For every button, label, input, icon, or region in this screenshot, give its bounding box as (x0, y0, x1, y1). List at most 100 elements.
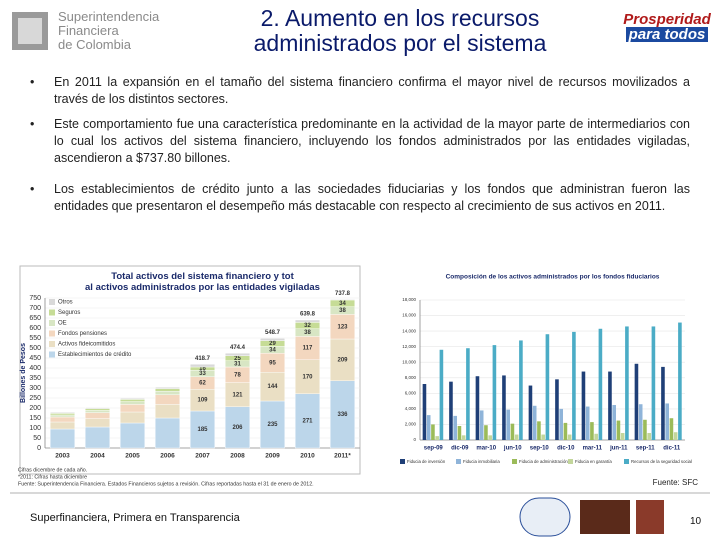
y-tick-label: 2,000 (405, 422, 417, 427)
bar-segment (330, 380, 355, 449)
bar (422, 384, 427, 440)
x-tick-label: sep-09 (424, 446, 444, 452)
y-tick-label: 550 (29, 335, 41, 342)
bar (669, 418, 674, 440)
bar (439, 349, 444, 440)
legend-swatch (456, 459, 461, 464)
bar (581, 371, 586, 440)
y-tick-label: 350 (29, 375, 41, 382)
cert-seal (519, 497, 571, 537)
total-label: 548.7 (265, 330, 281, 336)
legend-swatch (512, 459, 517, 464)
data-label: 32 (304, 323, 311, 329)
data-label: 144 (267, 384, 278, 390)
data-label: 123 (337, 324, 348, 330)
bar-segment (190, 364, 215, 368)
x-tick-label: 2004 (90, 453, 105, 460)
bar (625, 326, 629, 440)
bar-segment (50, 413, 75, 416)
bar-segment (120, 422, 145, 449)
bar-segment (50, 414, 75, 418)
bar (488, 435, 492, 440)
bar-segment (330, 338, 355, 381)
legend-label: Fiducia de administración (519, 459, 568, 464)
bar-segment (155, 388, 180, 392)
bar (461, 435, 466, 440)
y-tick-label: 150 (29, 415, 41, 422)
bar (537, 421, 541, 440)
bar (510, 423, 515, 440)
y-tick-label: 0 (37, 445, 41, 452)
logo-line: de Colombia (58, 37, 131, 52)
data-label: 16 (199, 366, 206, 372)
legend-swatch (568, 459, 573, 464)
bar-segment (120, 411, 145, 424)
bar (634, 363, 639, 440)
chart-title: Total activos del sistema financiero y t… (85, 271, 320, 293)
bar (616, 420, 621, 440)
bar (426, 415, 431, 440)
legend-swatch (49, 330, 55, 337)
bar-segment (155, 394, 180, 405)
bar (484, 425, 488, 440)
bar (643, 419, 647, 440)
bar (661, 366, 665, 440)
bar-segment (330, 299, 355, 301)
bar (612, 405, 616, 440)
source: Fuente: SFC (653, 478, 699, 487)
y-tick-label: 100 (29, 425, 41, 432)
data-label: 185 (197, 427, 208, 433)
data-label: 109 (197, 398, 208, 404)
bar (555, 379, 559, 440)
data-label: 38 (304, 330, 311, 336)
x-tick-label: mar-11 (583, 446, 603, 452)
y-tick-label: 300 (29, 385, 41, 392)
data-label: 62 (199, 381, 206, 387)
bar (559, 408, 563, 440)
y-tick-label: 0 (413, 437, 416, 442)
bar (651, 326, 656, 440)
bar (449, 381, 453, 440)
legend-label: Fondos pensiones (58, 331, 107, 337)
x-tick-label: 2003 (55, 453, 70, 460)
bar-segment (120, 401, 145, 405)
bar-segment (85, 418, 110, 428)
bar (528, 385, 533, 440)
legend-label: Fiducia en garantía (575, 459, 612, 464)
legend-swatch (400, 459, 405, 464)
bar-segment (260, 338, 285, 341)
x-tick-label: 2008 (230, 453, 245, 460)
page-number: 10 (690, 516, 702, 527)
y-tick-label: 200 (29, 405, 41, 412)
footer-text: Superfinanciera, Primera en Transparenci… (30, 512, 240, 524)
legend-label: Establecimientos de crédito (58, 352, 132, 358)
bar (608, 371, 612, 440)
bar (594, 433, 598, 440)
x-tick-label: sep-11 (636, 446, 655, 452)
y-tick-label: 8,000 (405, 375, 417, 380)
bar (638, 404, 643, 440)
bar (514, 434, 519, 440)
x-tick-label: dic-11 (663, 446, 681, 452)
bar-segment (155, 387, 180, 389)
bullet: Los establecimientos de crédito junto a … (30, 181, 690, 215)
data-label: 25 (234, 356, 241, 362)
bar-segment (155, 404, 180, 419)
bar (502, 375, 506, 440)
legend-label: OE (58, 321, 67, 327)
x-tick-label: mar-10 (476, 446, 496, 452)
data-label: 34 (269, 347, 276, 353)
bar-segment (155, 391, 180, 396)
note: Cifras dicembre de cada año. (18, 467, 87, 473)
x-tick-label: 2007 (195, 453, 210, 460)
bullet: Este comportamiento fue una característi… (30, 116, 690, 167)
bar-segment (120, 398, 145, 400)
bar-segment (225, 382, 250, 408)
bar (673, 432, 678, 440)
bar-segment (295, 393, 320, 449)
legend-label: Fiducia de inversión (407, 459, 446, 464)
bar (590, 422, 594, 440)
bar-segment (155, 417, 180, 449)
